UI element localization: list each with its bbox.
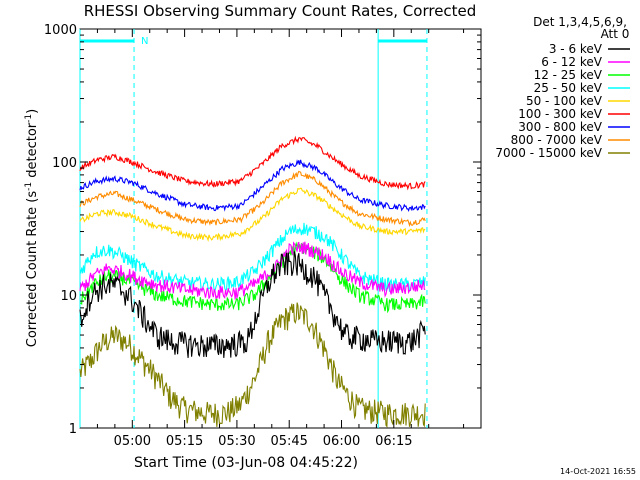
legend-label: 800 - 7000 keV [511,133,603,147]
night-marker-label: N [141,36,148,47]
chart-title: RHESSI Observing Summary Count Rates, Co… [84,2,477,20]
series-line-6-12-kev [79,241,426,300]
x-tick-label: 05:15 [166,434,203,449]
series-line-3-6-kev [79,251,426,358]
y-axis-label-sup1: -1 [24,182,34,191]
x-tick-label: 05:45 [270,434,307,449]
y-axis-label: Corrected Count Rate (s-1 detector-1) [24,109,40,347]
plot-frame-group [79,28,482,429]
series-line-50-100-kev [79,187,426,243]
axes-group: 1 10 100 1000 05:00 05:15 05:30 05:45 06:00 06:15 [44,23,481,449]
legend-label: 3 - 6 keV [549,42,603,56]
series-line-100-300-kev [79,135,426,191]
legend-header-line2: Att 0 [601,27,630,41]
x-tick-label: 06:00 [323,434,360,449]
legend-label: 25 - 50 keV [534,81,603,95]
legend-label: 100 - 300 keV [518,107,602,121]
x-axis-label: Start Time (03-Jun-08 04:45:22) [134,455,358,471]
x-tick-label: 06:15 [375,434,412,449]
y-tick-label: 10 [60,289,77,304]
x-tick-label: 05:00 [114,434,151,449]
legend-label: 50 - 100 keV [526,94,603,108]
legend-label: 12 - 25 keV [534,68,603,82]
y-tick-label: 1000 [44,23,77,38]
y-tick-label: 100 [52,156,77,171]
legend-label: 300 - 800 keV [518,120,602,134]
legend-label: 7000 - 15000 keV [495,146,602,160]
series-line-800-7000-kev [79,170,426,228]
legend-header-line1: Det 1,3,4,5,6,9, [533,15,627,29]
series-line-25-50-kev [79,222,426,294]
y-axis-label-sup2: -1 [24,114,34,123]
plot-frame [79,28,482,429]
timestamp-label: 14-Oct-2021 16:55 [560,467,636,476]
series-line-300-800-kev [79,159,426,212]
series-line-7000-15000-kev [79,302,426,428]
y-tick-label: 1 [69,422,77,437]
x-tick-label: 05:30 [218,434,255,449]
series-group [79,135,426,428]
y-axis-label-suffix: ) [25,109,40,114]
y-axis-label-prefix: Corrected Count Rate (s [25,191,40,348]
legend-label: 6 - 12 keV [541,55,603,69]
night-markers-group: N [79,29,428,428]
y-axis-label-mid: detector [25,122,40,182]
